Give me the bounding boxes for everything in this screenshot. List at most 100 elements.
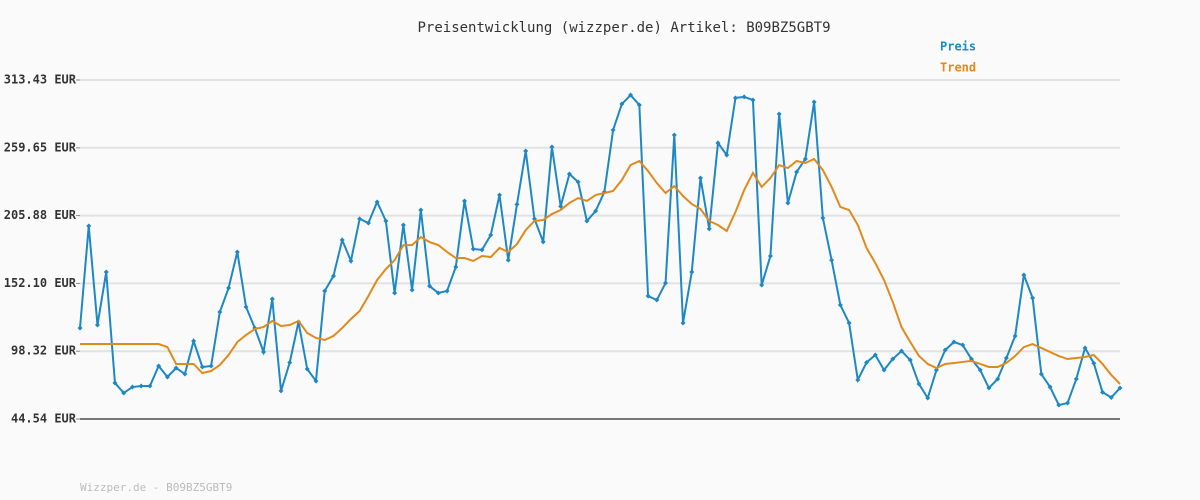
point-marker	[479, 247, 485, 253]
point-marker	[1003, 355, 1009, 361]
point-marker	[724, 152, 730, 158]
point-marker	[628, 92, 634, 98]
y-tick-label: 205.88 EUR	[4, 208, 77, 222]
chart-title: Preisentwicklung (wizzper.de) Artikel: B…	[417, 20, 830, 36]
point-marker	[802, 156, 808, 162]
point-marker	[278, 388, 284, 394]
footer: Wizzper.de - B09BZ5GBT9	[80, 481, 232, 494]
point-marker	[837, 302, 843, 308]
point-marker	[811, 99, 817, 105]
point-marker	[182, 371, 188, 377]
point-marker	[584, 218, 590, 224]
point-marker	[794, 169, 800, 175]
point-marker	[392, 290, 398, 296]
point-marker	[121, 390, 127, 396]
point-marker	[750, 97, 756, 103]
point-marker	[1091, 360, 1097, 366]
legend-label: Trend	[940, 61, 976, 75]
point-marker	[549, 144, 555, 150]
point-marker	[540, 239, 546, 245]
point-marker	[86, 223, 92, 229]
y-tick-label: 44.54 EUR	[11, 412, 77, 426]
point-marker	[575, 179, 581, 185]
point-marker	[864, 359, 870, 365]
point-marker	[269, 296, 275, 302]
point-marker	[103, 269, 109, 275]
point-marker	[1012, 333, 1018, 339]
point-marker	[357, 216, 363, 222]
point-marker	[951, 339, 957, 345]
point-marker	[261, 349, 267, 355]
point-marker	[907, 357, 913, 363]
point-marker	[505, 257, 511, 263]
point-marker	[995, 376, 1001, 382]
series-line	[80, 157, 1121, 385]
point-marker	[444, 288, 450, 294]
point-marker	[1056, 402, 1062, 408]
point-marker	[427, 283, 433, 289]
point-marker	[759, 282, 765, 288]
point-marker	[418, 207, 424, 213]
point-marker	[470, 246, 476, 252]
point-marker	[147, 383, 153, 389]
point-marker	[156, 363, 162, 369]
point-marker	[829, 257, 835, 263]
point-marker	[112, 380, 118, 386]
point-marker	[933, 367, 939, 373]
point-marker	[776, 111, 782, 117]
point-marker	[698, 175, 704, 181]
point-marker	[173, 365, 179, 371]
point-marker	[435, 290, 441, 296]
point-marker	[400, 222, 406, 228]
point-marker	[689, 269, 695, 275]
point-marker	[636, 102, 642, 108]
point-marker	[715, 140, 721, 146]
point-marker	[558, 203, 564, 209]
point-marker	[287, 359, 293, 365]
point-marker	[654, 297, 660, 303]
y-tick-label: 313.43 EUR	[4, 73, 77, 87]
point-marker	[462, 198, 468, 204]
point-marker	[1117, 385, 1123, 391]
y-tick-label: 259.65 EUR	[4, 140, 77, 154]
point-marker	[514, 201, 520, 207]
point-marker	[846, 320, 852, 326]
point-marker	[243, 304, 249, 310]
point-marker	[488, 232, 494, 238]
point-marker	[663, 280, 669, 286]
point-marker	[409, 287, 415, 293]
point-marker	[496, 192, 502, 198]
point-marker	[855, 377, 861, 383]
point-marker	[523, 148, 529, 154]
point-marker	[671, 132, 677, 138]
point-marker	[986, 385, 992, 391]
y-tick-label: 152.10 EUR	[4, 276, 77, 290]
point-marker	[1030, 295, 1036, 301]
point-marker	[138, 383, 144, 389]
point-marker	[566, 171, 572, 177]
point-marker	[199, 364, 205, 370]
point-marker	[322, 288, 328, 294]
point-marker	[706, 226, 712, 232]
point-marker	[1108, 394, 1114, 400]
point-marker	[610, 127, 616, 133]
series-line	[79, 93, 1121, 407]
point-marker	[1047, 384, 1053, 390]
point-marker	[365, 220, 371, 226]
point-marker	[820, 215, 826, 221]
point-marker	[339, 237, 345, 243]
point-marker	[899, 348, 905, 354]
point-marker	[767, 253, 773, 259]
point-marker	[593, 208, 599, 214]
point-marker	[645, 293, 651, 299]
y-tick-label: 98.32 EUR	[11, 344, 77, 358]
point-marker	[383, 218, 389, 224]
point-marker	[129, 384, 135, 390]
point-marker	[1065, 400, 1071, 406]
point-marker	[164, 374, 170, 380]
point-marker	[881, 367, 887, 373]
point-marker	[890, 356, 896, 362]
